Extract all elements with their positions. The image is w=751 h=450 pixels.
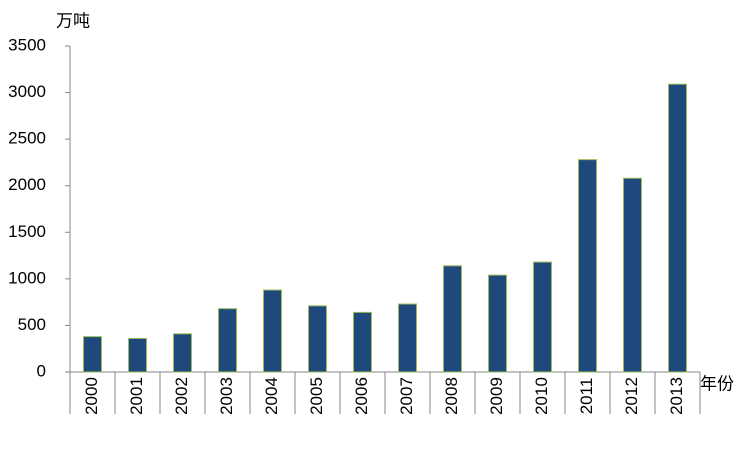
bar (173, 333, 192, 373)
bar (83, 336, 102, 373)
y-tick-label: 2500 (8, 129, 46, 148)
y-axis-label: 万吨 (56, 11, 90, 30)
x-axis-label: 年份 (700, 374, 734, 393)
y-tick-label: 1000 (8, 268, 46, 287)
bar (128, 337, 147, 373)
x-tick-label: 2011 (577, 378, 596, 415)
y-tick-label: 2000 (8, 175, 46, 194)
bar (623, 177, 642, 373)
x-tick-label: 2007 (397, 377, 416, 415)
x-tick-label: 2003 (217, 377, 236, 415)
bar (488, 274, 507, 373)
x-tick-label: 2001 (127, 377, 146, 415)
bar (353, 311, 372, 373)
bar (533, 261, 552, 373)
y-tick-label: 3500 (8, 35, 46, 54)
bar (308, 305, 327, 373)
x-tick-label: 2012 (622, 377, 641, 415)
bar (398, 303, 417, 373)
bar (218, 308, 237, 373)
x-tick-label: 2004 (262, 377, 281, 415)
bar (443, 265, 462, 373)
y-tick-label: 3000 (8, 82, 46, 101)
x-tick-label: 2010 (532, 377, 551, 415)
x-tick-label: 2013 (667, 377, 686, 415)
bar (263, 289, 282, 373)
x-tick-label: 2009 (487, 377, 506, 415)
x-tick-label: 2005 (307, 377, 326, 415)
y-tick-label: 0 (37, 361, 46, 380)
bar (668, 83, 687, 373)
x-tick-label: 2006 (352, 377, 371, 415)
y-tick-label: 500 (18, 315, 46, 334)
x-tick-label: 2002 (172, 377, 191, 415)
x-tick-label: 2000 (82, 377, 101, 415)
y-tick-label: 1500 (8, 222, 46, 241)
x-tick-label: 2008 (442, 377, 461, 415)
bar (578, 159, 597, 373)
